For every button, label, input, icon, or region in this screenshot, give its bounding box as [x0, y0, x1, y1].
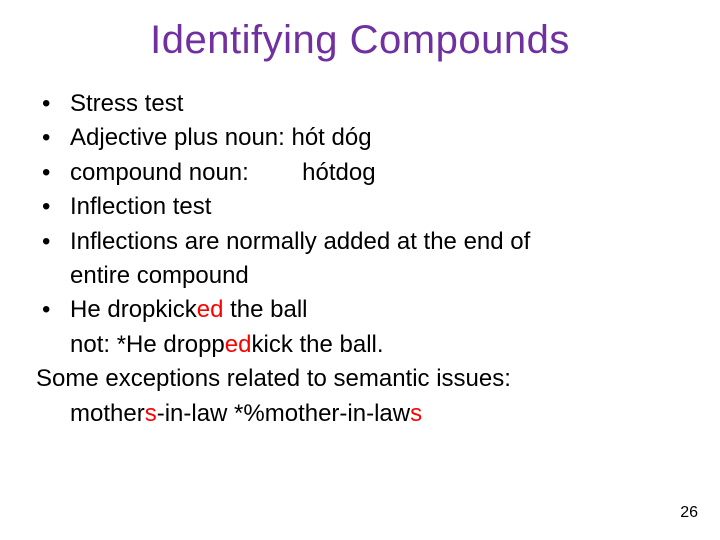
bullet-continuation: not: *He droppedkick the ball.	[36, 329, 680, 361]
slide: Identifying Compounds Stress testAdjecti…	[0, 0, 720, 540]
bullet-item: Stress test	[36, 88, 680, 120]
text-run: the ball	[223, 296, 307, 323]
body-line: Some exceptions related to semantic issu…	[36, 363, 680, 395]
slide-body: Stress testAdjective plus noun: hót dógc…	[36, 88, 680, 432]
free-text: Some exceptions related to semantic issu…	[36, 363, 680, 430]
bullet-item: Inflections are normally added at the en…	[36, 226, 680, 258]
text-run: He dropkick	[70, 296, 197, 323]
bullet-item: Inflection test	[36, 191, 680, 223]
page-number: 26	[680, 504, 698, 522]
bullet-item: Adjective plus noun: hót dóg	[36, 122, 680, 154]
body-line: mothers-in-law *%mother-in-laws	[36, 398, 680, 430]
bullet-item: compound noun: hótdog	[36, 157, 680, 189]
bullet-item: He dropkicked the ball	[36, 294, 680, 326]
highlight-text: s	[145, 400, 157, 427]
text-run: not: *He dropp	[70, 331, 225, 358]
highlight-text: ed	[197, 296, 224, 323]
slide-title: Identifying Compounds	[0, 18, 720, 63]
bullet-continuation: entire compound	[36, 260, 680, 292]
text-run: -in-law *%mother-in-law	[157, 400, 410, 427]
text-run: mother	[70, 400, 145, 427]
text-run: kick the ball.	[251, 331, 383, 358]
bullet-list: Stress testAdjective plus noun: hót dógc…	[36, 88, 680, 361]
highlight-text: s	[410, 400, 422, 427]
highlight-text: ed	[225, 331, 252, 358]
